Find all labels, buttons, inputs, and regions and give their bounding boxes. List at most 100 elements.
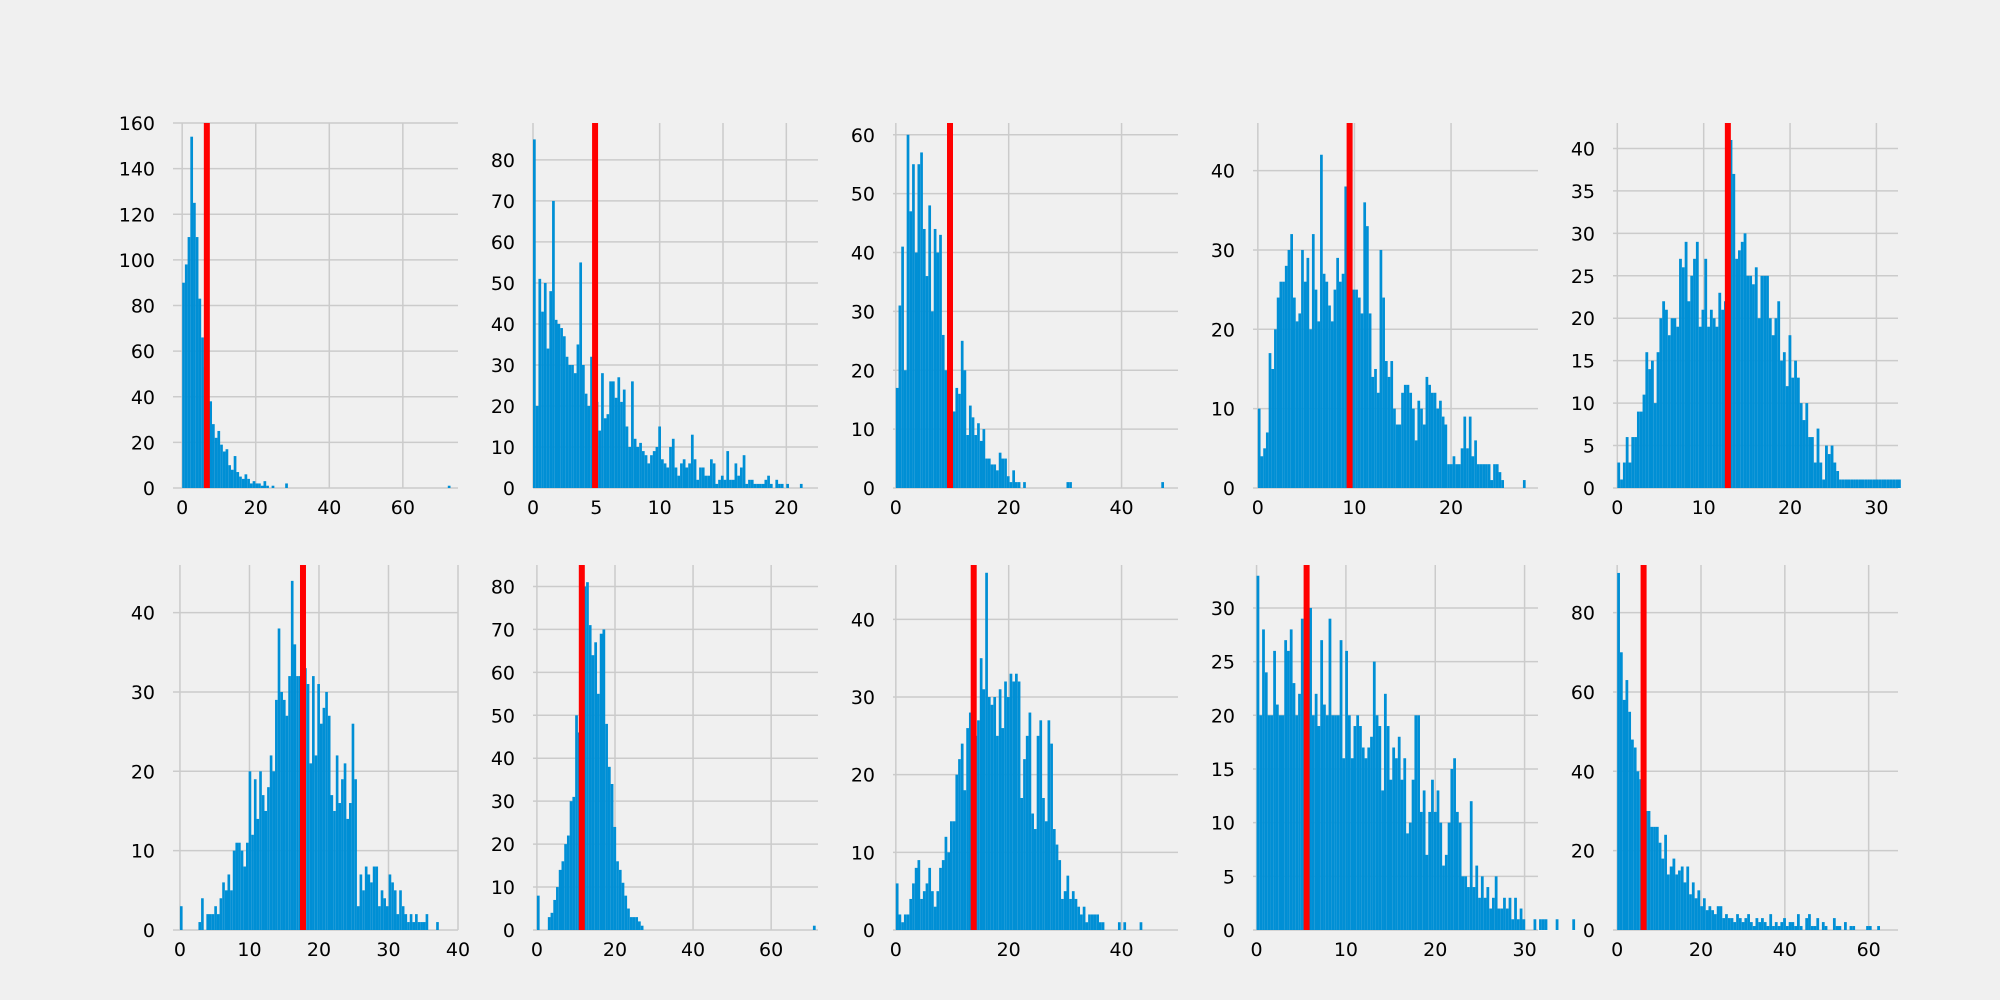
histogram-bar — [214, 906, 217, 930]
histogram-bar — [1342, 758, 1346, 930]
y-tick-label: 5 — [1223, 866, 1235, 888]
histogram-bar — [319, 723, 323, 930]
histogram-bar — [1491, 897, 1495, 930]
histogram-bar — [1855, 479, 1859, 488]
histogram-bar — [1001, 728, 1005, 930]
histogram-bar — [1892, 479, 1896, 488]
histogram-bar — [275, 699, 278, 930]
histogram-bar — [264, 810, 268, 930]
histogram-bar — [222, 882, 225, 930]
histogram-bar — [1278, 715, 1282, 930]
histogram-bar — [584, 393, 588, 488]
histogram-bar — [1061, 898, 1064, 930]
histogram-bar — [1691, 882, 1695, 930]
y-tick-label: 0 — [1223, 920, 1235, 942]
histogram-bar — [370, 882, 373, 930]
histogram-bar — [1752, 284, 1755, 488]
histogram-bar — [1808, 437, 1811, 488]
histogram-bar — [1474, 440, 1477, 488]
histogram-bar — [1330, 321, 1334, 488]
histogram-bar — [388, 874, 392, 930]
histogram-bar — [1281, 715, 1285, 930]
histogram-bar — [987, 697, 991, 930]
x-tick-label: 40 — [1109, 497, 1133, 519]
histogram-bar — [1738, 918, 1742, 930]
histogram-bar — [1715, 326, 1719, 488]
histogram-bar — [1782, 352, 1786, 488]
y-tick-label: 80 — [491, 576, 515, 598]
histogram-bar — [209, 914, 212, 930]
histogram-bar — [950, 821, 953, 930]
histogram-bar — [553, 899, 557, 930]
histogram-bar — [1749, 275, 1753, 488]
histogram-bar — [1886, 479, 1890, 488]
histogram-bar — [748, 479, 751, 488]
histogram-bar — [1017, 482, 1021, 488]
histogram-bar — [1320, 640, 1324, 930]
histogram-bar — [1417, 715, 1420, 930]
histogram-bar — [977, 423, 980, 488]
x-tick-label: 20 — [1689, 939, 1713, 961]
histogram-bar — [1866, 926, 1869, 930]
histogram-bar — [1398, 424, 1402, 488]
histogram-bar — [1006, 476, 1010, 488]
histogram-bar — [1050, 743, 1053, 930]
histogram-bar — [1832, 918, 1836, 930]
histogram-bar — [631, 381, 634, 488]
x-tick-label: 0 — [1611, 497, 1623, 519]
histogram-bar — [963, 790, 967, 930]
histogram-bar — [699, 467, 702, 488]
histogram-bar — [613, 826, 617, 930]
histogram-bar — [425, 914, 429, 930]
x-tick-label: 40 — [681, 939, 705, 961]
histogram-bar — [605, 723, 608, 930]
histogram-bar — [1816, 918, 1820, 930]
histogram-bar — [552, 200, 555, 489]
histogram-bar — [1772, 926, 1775, 930]
histogram-bar — [914, 867, 918, 930]
histogram-bar — [349, 803, 352, 930]
x-tick-label: 0 — [890, 497, 902, 519]
histogram-bar — [1741, 922, 1745, 930]
histogram-bar — [1727, 918, 1731, 930]
histogram-bar — [936, 891, 940, 930]
histogram-bar — [1344, 186, 1348, 489]
histogram-bar — [720, 475, 724, 488]
histogram-bar — [1090, 914, 1094, 930]
x-tick-label: 20 — [1439, 497, 1463, 519]
histogram-bar — [1303, 281, 1307, 488]
histogram-bar — [745, 483, 749, 488]
histogram-bar — [778, 483, 781, 488]
histogram-bar — [1642, 394, 1646, 488]
histogram-bar — [599, 633, 603, 930]
histogram-bar — [597, 693, 600, 930]
histogram-bar — [898, 305, 902, 488]
histogram-bar — [635, 917, 639, 930]
histogram-bar — [1777, 301, 1781, 488]
histogram-bar — [233, 456, 237, 488]
histogram-bar — [909, 898, 913, 930]
histogram-bar — [187, 237, 191, 488]
histogram-bar — [1309, 607, 1312, 930]
histogram-bar — [1839, 479, 1842, 488]
histogram-bar — [341, 779, 344, 930]
histogram-bar — [1289, 629, 1293, 930]
histogram-bar — [1314, 693, 1318, 930]
histogram-bar — [901, 246, 904, 488]
histogram-bar — [639, 442, 642, 488]
histogram-bar — [1516, 919, 1520, 930]
y-tick-label: 40 — [851, 243, 875, 265]
histogram-bar — [1681, 267, 1685, 488]
histogram-bar — [1320, 154, 1323, 489]
histogram-bar — [764, 479, 768, 488]
histogram-bar — [1705, 910, 1709, 930]
histogram-bar — [1678, 870, 1681, 930]
y-tick-label: 40 — [131, 387, 155, 409]
histogram-bar — [1749, 922, 1753, 930]
histogram-bar — [590, 356, 593, 488]
histogram-bar — [564, 844, 567, 930]
histogram-bar — [1471, 456, 1475, 488]
histogram-bar — [906, 134, 910, 488]
histogram-bar — [1015, 482, 1018, 488]
histogram-bar — [1718, 292, 1722, 488]
